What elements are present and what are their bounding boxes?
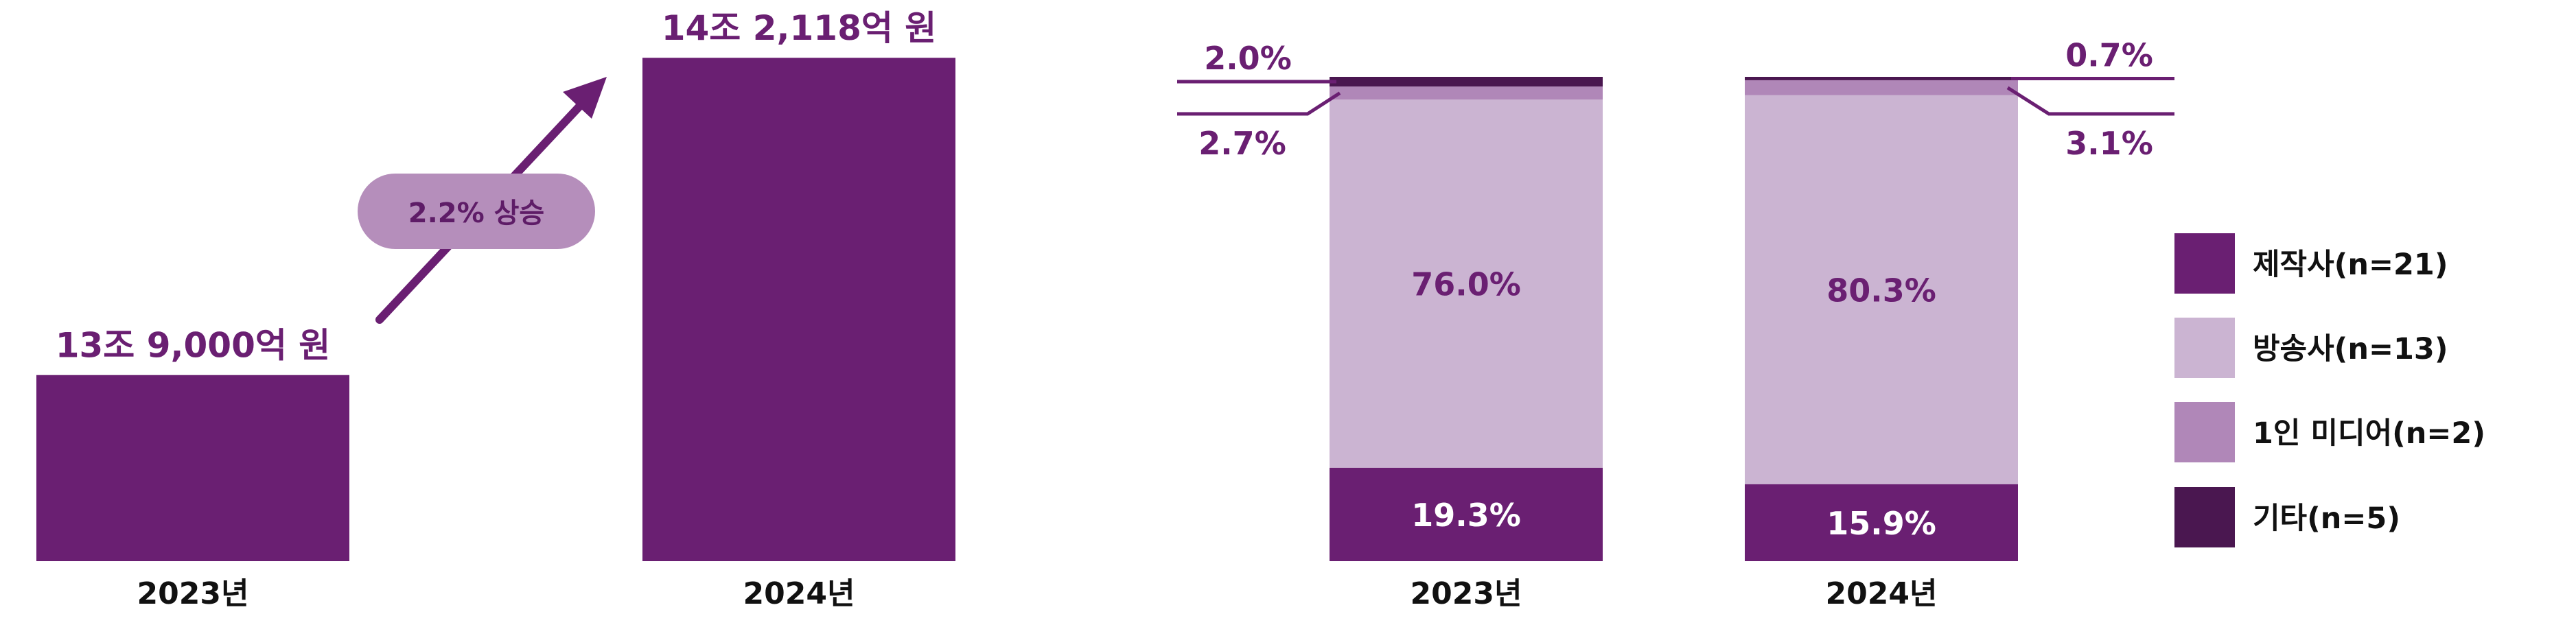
legend-label: 제작사(n=21): [2253, 248, 2448, 282]
stack-segment-dark_purple: [1745, 484, 2018, 561]
x-tick-label: 2023년: [1411, 576, 1522, 611]
stack-segment-very_dark_purple: [1745, 77, 2018, 80]
stack-segment-dark_purple: [1330, 467, 1603, 561]
revenue-value-label: 13조 9,000억 원: [56, 326, 331, 366]
x-tick-label: 2024년: [743, 576, 855, 611]
segment-value-label: 3.1%: [2065, 125, 2153, 162]
legend-swatch-light_purple: [2174, 318, 2235, 378]
stack-segment-light_purple: [1745, 95, 2018, 484]
x-tick-label: 2024년: [1826, 576, 1938, 611]
growth-annotation-pill: [358, 174, 595, 249]
stack-segment-light_purple: [1330, 99, 1603, 468]
stack-segment-mid_purple: [1745, 80, 2018, 95]
legend-swatch-dark_purple: [2174, 233, 2235, 294]
segment-value-label: 0.7%: [2065, 36, 2153, 73]
legend: 제작사(n=21) 방송사(n=13) 1인 미디어(n=2) 기타(n=5): [2174, 233, 2485, 547]
legend-swatch-very_dark_purple: [2174, 487, 2235, 547]
segment-value-label: 2.7%: [1198, 125, 1286, 162]
revenue-bar-1: [36, 375, 349, 561]
segment-value-label: 15.9%: [1826, 505, 1936, 542]
leader-line: [2006, 86, 2174, 116]
revenue-value-label: 14조 2,118억 원: [662, 8, 937, 48]
stack-segment-very_dark_purple: [1330, 77, 1603, 87]
revenue-bar-chart: 13조 9,000억 원 2023년 14조 2,118억 원 2024년 2.2% 상…: [36, 8, 955, 611]
segment-value-label: 80.3%: [1826, 272, 1936, 309]
segment-value-label: 2.0%: [1204, 40, 1292, 77]
legend-label: 기타(n=5): [2253, 501, 2400, 536]
growth-arrow-head: [563, 77, 607, 119]
leader-line: [1177, 91, 1341, 116]
growth-annotation: 2.2% 상승: [408, 198, 544, 229]
legend-label: 방송사(n=13): [2253, 332, 2448, 366]
share-stacked-chart: 19.3% 76.0% 2023년 15.9% 80.3% 2024년 2.0% 2.7% 0.…: [1177, 36, 2174, 611]
segment-value-label: 76.0%: [1411, 265, 1521, 303]
x-tick-label: 2023년: [137, 576, 249, 611]
stack-segment-mid_purple: [1330, 86, 1603, 100]
segment-value-label: 19.3%: [1411, 497, 1521, 534]
legend-label: 1인 미디어(n=2): [2253, 416, 2485, 451]
revenue-bar-2: [642, 58, 955, 561]
legend-swatch-mid_purple: [2174, 402, 2235, 462]
